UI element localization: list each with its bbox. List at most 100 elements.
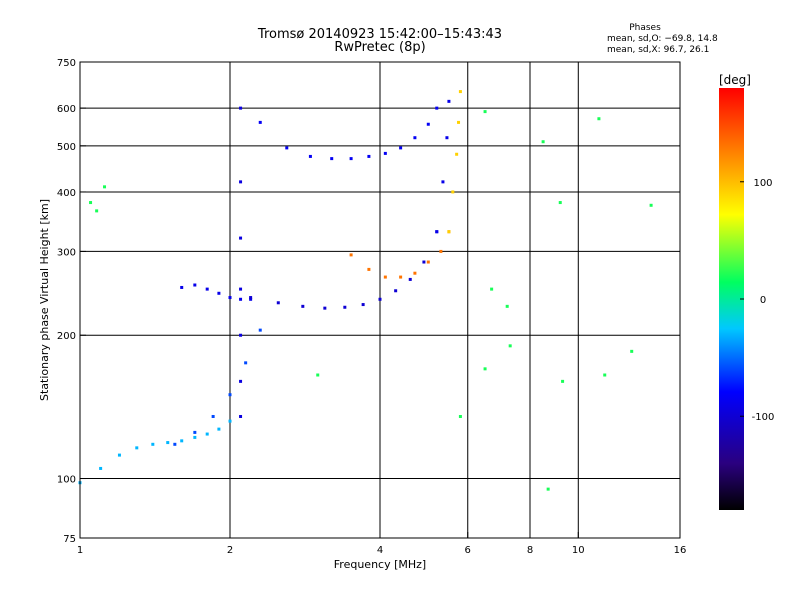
- data-point: [349, 157, 353, 161]
- data-point: [483, 110, 487, 114]
- y-tick-label: 300: [57, 247, 76, 258]
- data-points: [78, 90, 653, 491]
- data-point: [451, 190, 455, 194]
- y-tick-label: 500: [57, 142, 76, 153]
- data-point: [258, 328, 262, 332]
- chart-title: Tromsø 20140923 15:42:00–15:43:43: [257, 27, 502, 42]
- data-point: [458, 414, 462, 418]
- x-tick-label: 1: [77, 545, 83, 556]
- data-point: [244, 361, 248, 365]
- colorbar-tick-label: -100: [752, 412, 775, 423]
- data-point: [394, 289, 398, 293]
- stats-heading: Phases: [629, 23, 661, 33]
- x-tick-label: 10: [572, 545, 585, 556]
- y-tick-label: 400: [57, 188, 76, 199]
- data-point: [249, 297, 253, 301]
- colorbar-label: [deg]: [719, 73, 751, 87]
- y-tick-label: 100: [57, 475, 76, 486]
- data-point: [211, 414, 215, 418]
- stats-line-o: mean, sd,O: −69.8, 14.8: [607, 34, 718, 44]
- data-point: [546, 487, 550, 491]
- data-point: [316, 373, 320, 377]
- data-point: [445, 136, 449, 140]
- data-point: [361, 303, 365, 307]
- data-point: [217, 291, 221, 295]
- data-point: [323, 306, 327, 310]
- data-point: [135, 446, 139, 450]
- data-point: [99, 466, 103, 470]
- data-point: [308, 154, 312, 158]
- x-tick-label: 6: [465, 545, 471, 556]
- data-point: [483, 367, 487, 371]
- data-point: [426, 260, 430, 264]
- data-point: [239, 236, 243, 240]
- x-tick-label: 16: [674, 545, 687, 556]
- data-point: [413, 271, 417, 275]
- data-point: [228, 296, 232, 300]
- x-tick-label: 8: [527, 545, 533, 556]
- data-point: [228, 393, 232, 397]
- data-point: [239, 297, 243, 301]
- data-point: [458, 90, 462, 94]
- data-point: [205, 287, 209, 291]
- data-point: [426, 122, 430, 126]
- data-point: [95, 209, 99, 213]
- data-point: [285, 146, 289, 150]
- grid-lines: [80, 62, 680, 538]
- data-point: [349, 253, 353, 257]
- axis-ticks: 1 2 4 6 8 10 16 75 100 200 300 400 500 600 750: [57, 58, 686, 556]
- data-point: [439, 249, 443, 253]
- data-point: [603, 373, 607, 377]
- data-point: [343, 305, 347, 309]
- data-point: [249, 296, 253, 300]
- data-point: [441, 180, 445, 184]
- data-point: [239, 180, 243, 184]
- y-tick-label: 75: [63, 534, 76, 545]
- data-point: [505, 304, 509, 308]
- data-point: [455, 152, 459, 156]
- data-point: [301, 304, 305, 308]
- data-point: [239, 106, 243, 110]
- data-point: [166, 441, 170, 445]
- data-point: [180, 439, 184, 443]
- data-point: [457, 120, 461, 124]
- y-tick-label: 750: [57, 58, 76, 69]
- data-point: [490, 287, 494, 291]
- data-point: [413, 136, 417, 140]
- colorbar-tick-label: 100: [753, 178, 772, 189]
- data-point: [228, 419, 232, 423]
- colorbar-tick-label: 0: [760, 295, 766, 306]
- data-point: [649, 203, 653, 207]
- data-point: [508, 344, 512, 348]
- data-point: [239, 333, 243, 337]
- y-axis-label: Stationary phase Virtual Height [km]: [38, 199, 51, 401]
- data-point: [367, 267, 371, 271]
- data-point: [447, 99, 451, 103]
- data-point: [367, 154, 371, 158]
- x-tick-label: 4: [377, 545, 383, 556]
- data-point: [173, 442, 177, 446]
- stats-line-x: mean, sd,X: 96.7, 26.1: [607, 45, 709, 55]
- data-point: [399, 146, 403, 150]
- data-point: [435, 106, 439, 110]
- data-point: [378, 297, 382, 301]
- data-point: [151, 442, 155, 446]
- data-point: [561, 379, 565, 383]
- data-point: [447, 230, 451, 234]
- data-point: [558, 201, 562, 205]
- chart-subtitle: RwPretec (8p): [334, 40, 425, 55]
- y-tick-label: 200: [57, 331, 76, 342]
- data-point: [399, 275, 403, 279]
- data-point: [435, 230, 439, 234]
- data-point: [193, 283, 197, 287]
- data-point: [422, 260, 426, 264]
- data-point: [408, 277, 412, 281]
- data-point: [180, 285, 184, 289]
- data-point: [239, 379, 243, 383]
- data-point: [103, 185, 107, 189]
- data-point: [239, 414, 243, 418]
- data-point: [205, 432, 209, 436]
- x-tick-label: 2: [227, 545, 233, 556]
- data-point: [217, 427, 221, 431]
